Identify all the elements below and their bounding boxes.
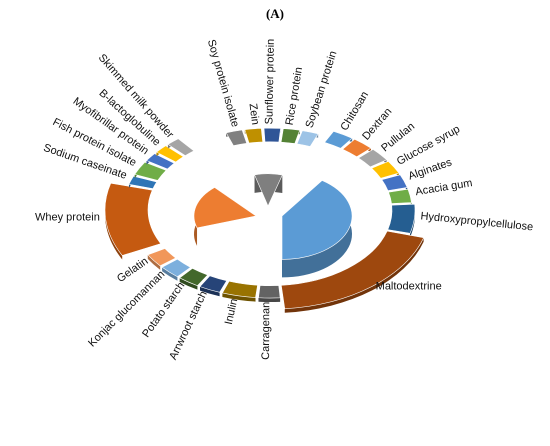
slice-rice-protein [280, 128, 301, 144]
slice-glucose-syrup [371, 161, 400, 179]
label-acacia-gum: Acacia gum [415, 177, 474, 198]
slice-carragenan [258, 285, 281, 299]
label-whey-protein: Whey protein [35, 211, 100, 223]
slice-acacia-gum [388, 188, 412, 204]
slice-maltodextrine [280, 230, 425, 310]
slice-myofibrillar-protein [145, 153, 175, 170]
slice-maltodextrine-side [284, 237, 424, 313]
inner-pie-slice-2 [254, 173, 283, 207]
label-sunflower-protein: Sunflower protein [263, 39, 276, 125]
slice-gelatin [147, 248, 177, 267]
label-inulin: Inulin [223, 298, 240, 326]
slice-konjac-glucomannan-side [162, 267, 178, 281]
label-gelatin: Gelatin [115, 255, 150, 285]
slice-gelatin-side [147, 254, 161, 270]
slice-soybean-protein [296, 130, 319, 147]
slice-carragenan-side [258, 297, 281, 303]
slice-fish-protein-isolate [134, 161, 167, 181]
slice-sodium-caseinate [128, 175, 158, 189]
slice-inulin [221, 280, 258, 298]
inner-pie-slice-3 [281, 180, 353, 260]
slice-whey-protein [104, 182, 162, 256]
slice-konjac-glucomannan [161, 258, 192, 278]
label-soy-protein-isolate: Soy protein isolate [205, 38, 241, 128]
slice-arrwroot-starch-side [199, 286, 220, 297]
slice-whey-protein-side [105, 183, 123, 260]
slice-dextran [342, 138, 372, 158]
slice-hydroxypropylcellulose [387, 203, 416, 234]
label-zein: Zein [246, 103, 261, 126]
slice-potato-starch [179, 268, 209, 287]
inner-pie-slice-1 [193, 187, 257, 229]
slice-arrwroot-starch [199, 275, 228, 293]
label-carragenan: Carragenan [260, 302, 272, 360]
slice-pullulan [357, 149, 388, 168]
slice-potato-starch-side [179, 277, 198, 290]
slice-alginates [381, 174, 408, 191]
slice-sunflower-protein [263, 127, 281, 143]
slice-inulin-side [222, 292, 256, 302]
panel-label: (A) [266, 6, 284, 21]
label-maltodextrine: Maltodextrine [376, 280, 442, 292]
slice-zein [244, 128, 264, 144]
label-rice-protein: Rice protein [284, 66, 305, 126]
slice-b-lactoglobuline [155, 145, 185, 163]
label-soybean-protein: Soybean protein [304, 49, 340, 129]
slice-chitosan [324, 130, 353, 149]
slice-skimmed-milk-powder [167, 138, 195, 156]
slice-soy-protein-isolate [225, 129, 248, 147]
label-hydroxypropylcellulose: Hydroxypropylcellulose [420, 210, 534, 233]
